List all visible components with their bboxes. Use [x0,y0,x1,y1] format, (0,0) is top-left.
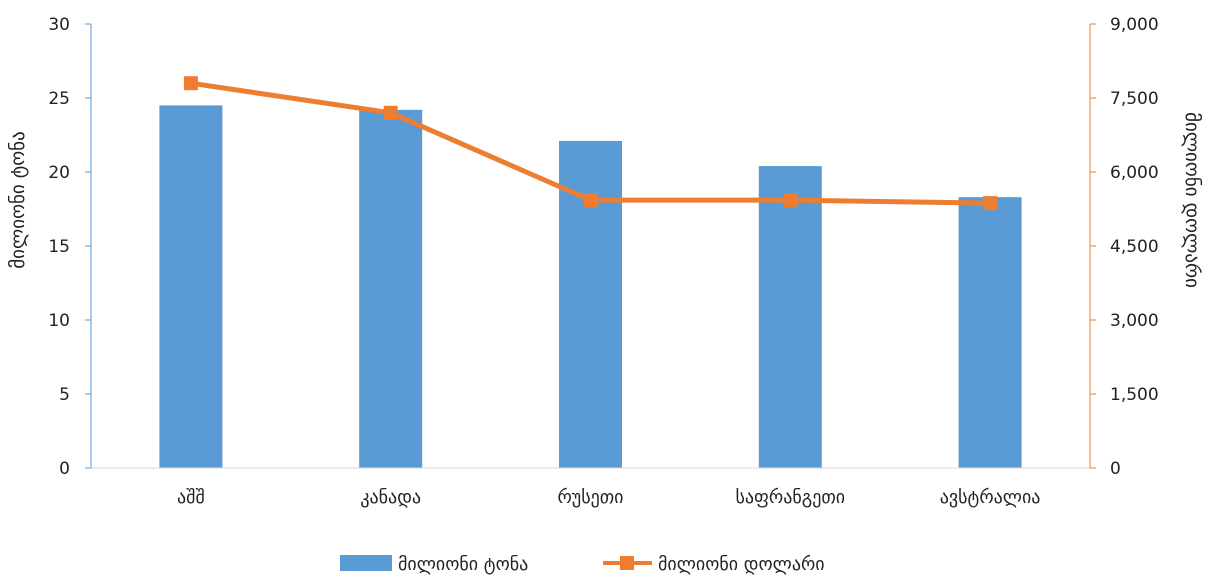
line-point-4 [983,196,998,211]
right-tick-label-6: 9,000 [1110,15,1159,35]
left-tick-label-4: 20 [48,163,70,183]
bar-3 [758,166,822,468]
category-label-4: ავსტრალია [940,487,1041,508]
line-point-2 [583,193,598,208]
legend-label-line: მილიონი დოლარი [658,554,825,575]
left-axis-ticks: 0 5 10 15 20 25 30 [48,15,91,479]
bar-0 [159,105,223,469]
legend-swatch-bar [340,555,392,571]
line-series [183,76,998,211]
right-tick-label-1: 1,500 [1110,385,1159,405]
left-tick-label-5: 25 [48,89,70,109]
right-axis-ticks: 0 1,500 3,000 4,500 6,000 7,500 9,000 [1090,15,1159,479]
line-point-3 [783,193,798,208]
left-tick-label-2: 10 [48,311,70,331]
legend: მილიონი ტონა მილიონი დოლარი [340,554,825,575]
left-tick-label-0: 0 [59,459,70,479]
category-label-2: რუსეთი [557,487,623,508]
category-label-0: აშშ [177,487,205,508]
legend-swatch-marker [620,556,634,570]
bar-1 [359,109,423,468]
bar-4 [958,197,1022,468]
bar-series [159,105,1022,469]
category-label-3: საფრანგეთი [735,487,845,508]
legend-label-bar: მილიონი ტონა [398,554,528,575]
left-tick-label-3: 15 [48,237,70,257]
category-label-1: კანადა [360,487,421,508]
right-axis-title: მილიონი დოლარი [1181,112,1203,288]
left-tick-label-1: 5 [59,385,70,405]
right-tick-label-3: 4,500 [1110,237,1159,257]
right-tick-label-5: 7,500 [1110,89,1159,109]
right-tick-label-2: 3,000 [1110,311,1159,331]
right-tick-label-0: 0 [1110,459,1121,479]
line-point-1 [383,105,398,120]
left-axis-title: მილიონი ტონა [7,131,29,269]
left-tick-label-6: 30 [48,15,70,35]
category-labels: აშშ კანადა რუსეთი საფრანგეთი ავსტრალია [177,487,1040,508]
line-point-0 [183,76,198,91]
right-tick-label-4: 6,000 [1110,163,1159,183]
